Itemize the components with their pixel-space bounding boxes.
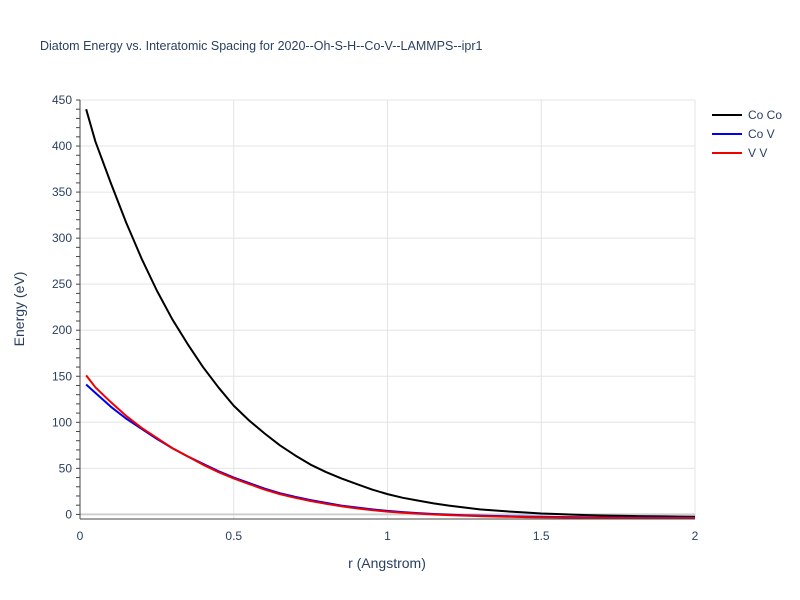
legend: Co Co Co V V V bbox=[712, 108, 782, 160]
y-tick-label: 0 bbox=[65, 507, 72, 521]
y-tick-label: 400 bbox=[52, 139, 72, 153]
y-tick-label: 300 bbox=[52, 231, 72, 245]
series-line-v-v bbox=[85, 374, 695, 520]
chart-title: Diatom Energy vs. Interatomic Spacing fo… bbox=[40, 39, 483, 53]
x-tick-label: 2 bbox=[692, 529, 699, 543]
x-tick-label: 0 bbox=[77, 529, 84, 543]
y-tick-label: 450 bbox=[52, 93, 72, 107]
x-tick-label: 1 bbox=[384, 529, 391, 543]
y-tick-label: 150 bbox=[52, 369, 72, 383]
y-tick-label: 350 bbox=[52, 185, 72, 199]
y-tick-label: 50 bbox=[59, 461, 73, 475]
y-tick-label: 200 bbox=[52, 323, 72, 337]
plot-area bbox=[85, 108, 695, 520]
x-axis-ticks: 0 0.5 1 1.5 2 bbox=[77, 518, 699, 543]
y-tick-label: 250 bbox=[52, 277, 72, 291]
legend-label: Co Co bbox=[748, 108, 782, 122]
legend-label: Co V bbox=[748, 127, 775, 141]
y-tick-label: 100 bbox=[52, 415, 72, 429]
series-line-co-co bbox=[85, 108, 695, 518]
grid-lines bbox=[80, 99, 696, 519]
x-axis-title: r (Angstrom) bbox=[348, 555, 426, 571]
legend-label: V V bbox=[748, 146, 767, 160]
x-tick-label: 0.5 bbox=[225, 529, 242, 543]
y-axis-title: Energy (eV) bbox=[11, 272, 27, 347]
y-axis-ticks: 0 50 100 150 200 250 300 350 400 450 bbox=[52, 93, 81, 521]
x-tick-label: 1.5 bbox=[533, 529, 550, 543]
